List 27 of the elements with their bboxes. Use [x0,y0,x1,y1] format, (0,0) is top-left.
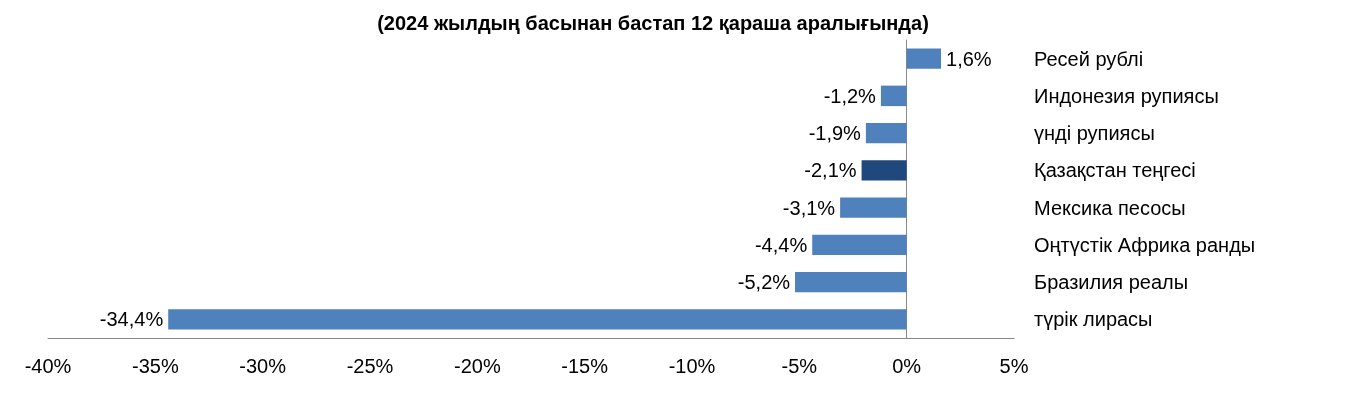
data-label: -2,1% [804,159,857,182]
y-tick-label: Оңтүстік Африка ранды [1034,233,1256,256]
x-tick-label: -10% [668,355,716,377]
data-label: -4,4% [754,233,808,256]
y-tick-label: Мексика песосы [1034,196,1186,219]
y-tick-label: Бразилия реалы [1034,271,1189,294]
data-label: -3,1% [782,196,836,219]
x-tick-label: 5% [999,355,1029,377]
x-tick-label: 0% [892,355,922,377]
x-tick-label: -40% [24,355,72,377]
y-tick-label: Индонезия рупиясы [1034,84,1219,107]
y-tick-label: Қазақстан теңгесі [1034,159,1196,182]
x-tick-label: -35% [131,355,179,377]
y-tick-label: Ресей рублі [1034,47,1144,70]
x-tick-label: -20% [453,355,501,377]
data-label: -5,2% [737,271,791,294]
y-tick-label: үнді рупиясы [1034,122,1155,145]
data-label: -1,9% [808,122,862,145]
data-label: -34,4% [99,308,164,331]
chart-title: (2024 жылдың басынан бастап 12 қараша аралығында) [377,12,929,34]
x-tick-label: -25% [346,355,394,377]
data-label: 1,6% [946,47,992,70]
y-tick-label: түрік лирасы [1034,308,1153,331]
x-tick-label: -15% [561,355,609,377]
data-label: -1,2% [823,84,877,107]
x-tick-label: -30% [239,355,287,377]
x-tick-label: -5% [781,355,818,377]
